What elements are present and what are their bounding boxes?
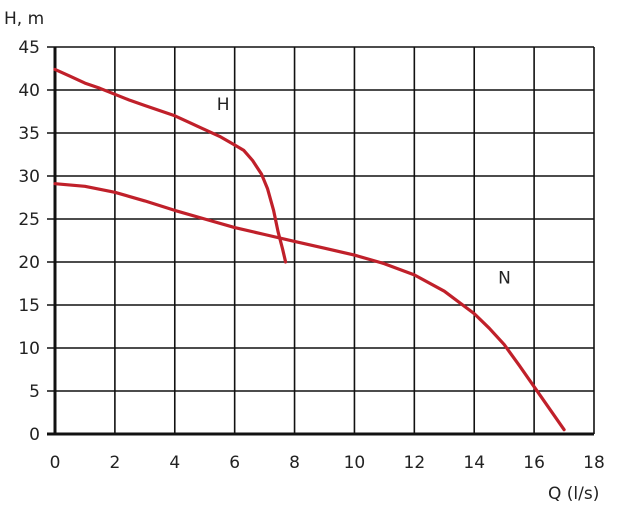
y-tick-label: 25: [18, 210, 40, 230]
y-tick-label: 40: [18, 81, 40, 101]
series-lines: HN: [53, 67, 566, 432]
series-line-N: [53, 182, 566, 432]
y-tick-label: 30: [18, 167, 40, 187]
y-tick-label: 15: [18, 296, 40, 316]
y-tick-label: 5: [29, 382, 40, 402]
x-tick-label: 6: [229, 453, 240, 473]
x-tick-label: 0: [50, 453, 61, 473]
x-tick-label: 12: [404, 453, 426, 473]
x-tick-label: 2: [109, 453, 120, 473]
x-tick-label: 4: [169, 453, 180, 473]
x-axis-label: Q (l/s): [548, 484, 599, 504]
grid: [47, 46, 595, 436]
y-tick-label: 35: [18, 124, 40, 144]
y-axis-label: H, m: [4, 9, 44, 29]
series-label-N: N: [498, 269, 511, 289]
tick-labels: 0 2 4 6 8 10 12 14 16 18 0 5 10 15 20 25 30 35 40 45: [18, 38, 604, 473]
x-tick-label: 8: [289, 453, 300, 473]
y-tick-label: 10: [18, 339, 40, 359]
x-tick-label: 14: [463, 453, 485, 473]
series-label-H: H: [217, 95, 230, 115]
y-tick-label: 45: [18, 38, 40, 58]
x-tick-label: 18: [583, 453, 605, 473]
y-tick-label: 20: [18, 253, 40, 273]
series-line-H: [53, 67, 288, 264]
x-tick-label: 16: [523, 453, 545, 473]
x-tick-label: 10: [344, 453, 366, 473]
y-tick-label: 0: [29, 425, 40, 445]
